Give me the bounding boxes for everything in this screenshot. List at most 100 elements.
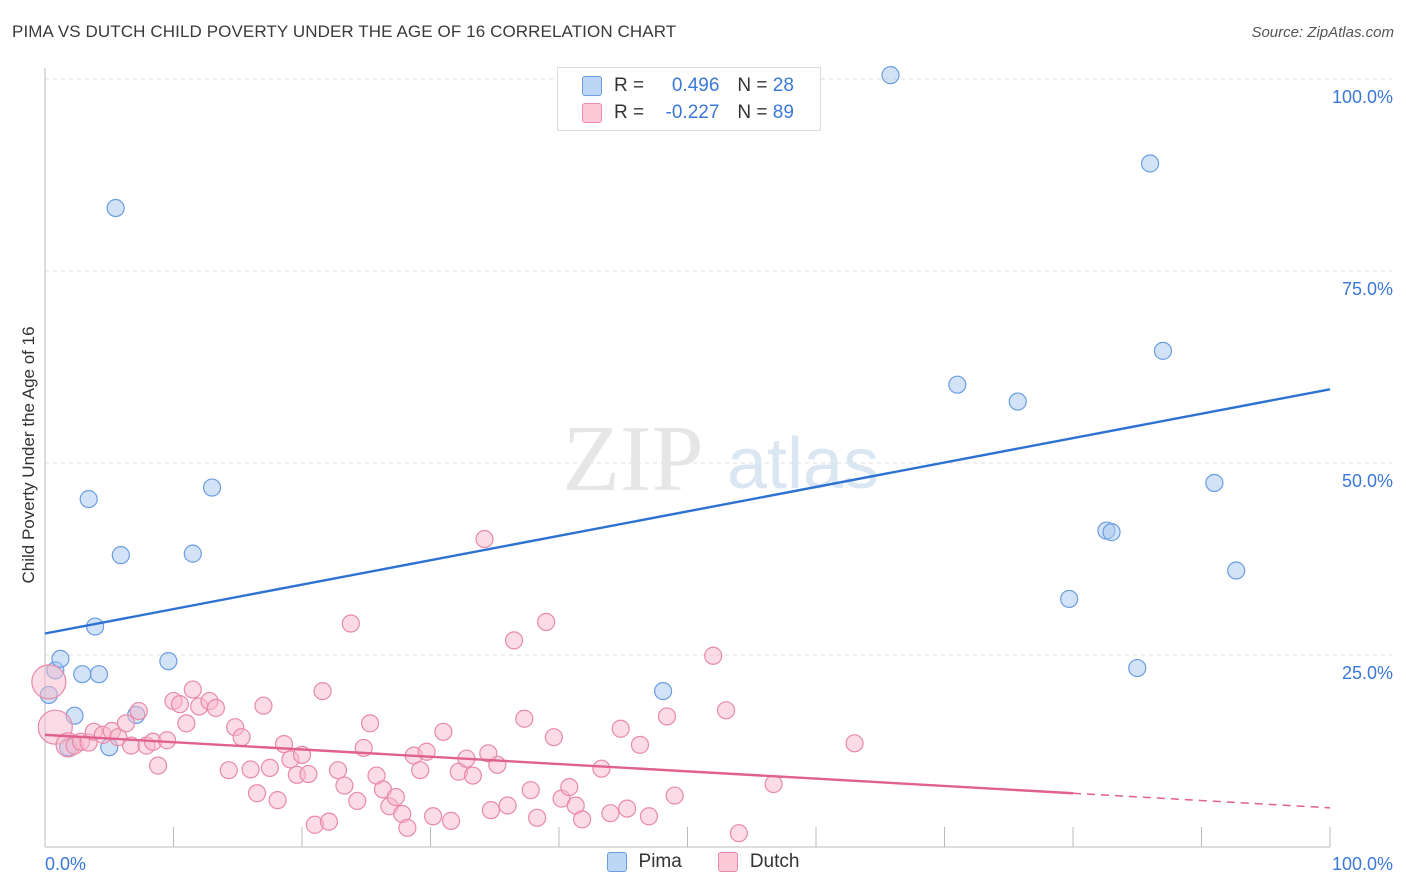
dutch-point [254, 696, 273, 715]
dutch-point [657, 707, 677, 726]
dutch-point [319, 812, 339, 831]
dutch-point [260, 758, 279, 777]
legend-row-pima: R = 0.496 N = 28 [582, 73, 794, 99]
dutch-point [560, 777, 579, 797]
pima-point [86, 617, 105, 636]
legend-row-dutch: R = -0.227 N = 89 [582, 100, 794, 126]
labels-layer: 25.0% 50.0% 75.0% 100.0% 0.0% 100.0% [45, 87, 1393, 874]
pima-point [653, 681, 673, 701]
dutch-point [611, 719, 630, 738]
dutch-point [528, 808, 547, 827]
axes-layer [44, 68, 1331, 848]
legend-r-value: 0.496 [671, 75, 720, 96]
dutch-point [219, 761, 238, 780]
dutch-point [361, 714, 380, 733]
dutch-point [729, 824, 749, 843]
dutch-point [716, 701, 736, 720]
legend-swatch-pima [606, 852, 627, 872]
pima-point [881, 66, 900, 85]
grid-layer [45, 78, 1392, 656]
dutch-point [434, 722, 453, 741]
dutch-point [157, 731, 177, 750]
pima-point [111, 546, 130, 565]
legend-swatch-dutch [717, 852, 738, 872]
source-label: Source: ZipAtlas.com [1251, 24, 1394, 41]
dutch-trend-line-extension [1072, 792, 1331, 809]
dutch-point [665, 786, 684, 805]
dutch-point [313, 681, 332, 701]
pima-point [1060, 589, 1079, 609]
dutch-point [386, 787, 405, 807]
pima-point [1227, 561, 1246, 580]
y-tick-label: 50.0% [1342, 471, 1393, 491]
dutch-point [31, 664, 67, 700]
dutch-point [398, 818, 417, 837]
dutch-point [148, 756, 168, 775]
legend-n-value: 89 [772, 102, 794, 123]
legend-r-label: R = [614, 75, 645, 96]
legend-n-value: 28 [772, 75, 794, 96]
dutch-point [515, 709, 534, 728]
dutch-point [328, 761, 348, 780]
y-axis-label: Child Poverty Under the Age of 16 [19, 326, 38, 583]
dutch-point [183, 680, 202, 699]
pima-point [1153, 341, 1173, 360]
pima-point [106, 198, 125, 218]
legend-swatch-dutch [582, 103, 602, 123]
dutch-point [504, 631, 524, 650]
trend-layer [44, 388, 1331, 809]
pima-point [1102, 523, 1121, 542]
y-tick-label: 25.0% [1342, 663, 1393, 683]
dutch-point [206, 698, 226, 718]
pima-trend-line [44, 388, 1331, 635]
dutch-point [109, 728, 128, 747]
dutch-point [475, 529, 494, 549]
pima-point [79, 489, 98, 509]
dutch-point [247, 784, 267, 803]
dutch-point [423, 807, 443, 826]
dutch-point [177, 714, 196, 733]
dutch-point [481, 801, 500, 820]
dutch-point [268, 791, 287, 810]
dutch-point [537, 612, 556, 632]
legend-swatch-pima [582, 76, 602, 96]
dutch-point [129, 701, 148, 721]
legend-n-label: N = [737, 102, 768, 123]
x-tick-label: 0.0% [45, 854, 86, 874]
y-tick-label: 100.0% [1332, 87, 1393, 107]
dutch-point [479, 744, 498, 763]
pima-point [159, 652, 178, 671]
dutch-point [274, 734, 294, 754]
y-tick-label: 75.0% [1342, 279, 1393, 299]
pima-point [948, 375, 967, 394]
series-legend: Pima Dutch [0, 851, 1406, 873]
legend-label-dutch: Dutch [749, 851, 800, 872]
dutch-trend-line [44, 733, 1074, 795]
dutch-point [232, 728, 251, 747]
dutch-point [573, 810, 592, 829]
dutch-point [764, 774, 783, 794]
dutch-point [170, 695, 190, 714]
stats-legend: R = 0.496 N = 28 R = -0.227 N = 89 [557, 67, 821, 131]
dutch-point [348, 791, 367, 811]
legend-r-label: R = [614, 102, 645, 123]
watermark-atlas: atlas [727, 424, 879, 504]
dutch-point [521, 781, 540, 800]
legend-label-pima: Pima [638, 851, 682, 872]
dutch-point [241, 760, 260, 779]
pima-point [183, 544, 202, 563]
watermark-zip: ZIP [563, 407, 704, 511]
legend-r-value: -0.227 [665, 102, 720, 123]
dutch-point [341, 614, 360, 633]
dutch-point [116, 714, 136, 733]
dutch-point [463, 766, 483, 785]
dutch-point [618, 799, 637, 818]
pima-point [73, 665, 92, 684]
legend-item-pima[interactable]: Pima [606, 851, 682, 873]
legend-item-dutch[interactable]: Dutch [717, 851, 800, 873]
pima-point [1128, 658, 1147, 678]
dutch-point [601, 804, 620, 823]
dutch-point [544, 728, 563, 747]
pima-point [1140, 154, 1160, 173]
